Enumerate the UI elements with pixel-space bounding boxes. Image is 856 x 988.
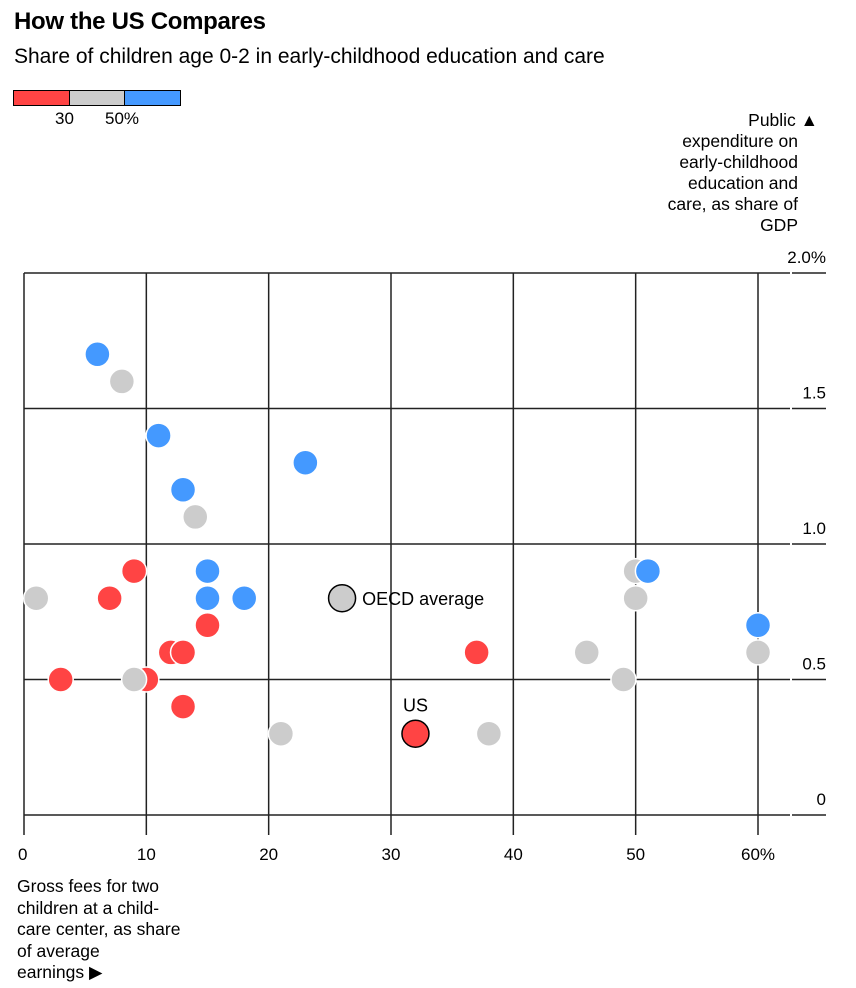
data-point [194, 584, 221, 612]
x-axis-label-line: of average [17, 940, 100, 961]
y-tick-label: 0 [817, 790, 826, 809]
legend-label-30: 30 [55, 109, 74, 128]
data-point [169, 639, 197, 666]
x-tick-label: 0 [18, 845, 27, 864]
data-point [120, 666, 148, 693]
data-point [194, 612, 221, 639]
data-point [463, 639, 490, 666]
x-axis-label: Gross fees for two children at a child- … [17, 876, 207, 984]
x-axis-label-line: earnings ▶ [17, 962, 103, 982]
x-axis-label-line: Gross fees for two [17, 876, 159, 896]
y-tick-label: 0.5 [802, 655, 826, 674]
y-axis-label-line: expenditure on [682, 131, 798, 151]
y-axis-label-line: education and [688, 173, 798, 193]
legend-label-50: 50% [105, 109, 140, 128]
data-point [573, 639, 600, 666]
data-point [194, 557, 221, 585]
highlight-label: US [403, 696, 428, 716]
data-point [634, 557, 662, 585]
data-point [744, 639, 772, 666]
tick-labels: 0 0.5 1.0 1.5 2.0% 0 10 20 30 40 50 60% [18, 248, 826, 864]
x-tick-label: 30 [382, 845, 401, 864]
data-point [120, 557, 148, 585]
data-point [108, 368, 136, 395]
data-point [169, 476, 197, 504]
x-tick-label: 60% [741, 845, 775, 864]
data-point [169, 693, 197, 720]
data-point [84, 341, 111, 368]
highlight-label: OECD average [362, 589, 484, 609]
highlight-point [401, 719, 430, 748]
data-point [145, 422, 172, 449]
data-points [22, 341, 772, 747]
legend-swatch-high [124, 91, 181, 105]
y-axis-label: Public ▲ expenditure on early-childhood … [638, 110, 818, 236]
data-point [96, 584, 123, 612]
x-tick-label: 40 [504, 845, 523, 864]
data-point [622, 584, 649, 612]
x-tick-label: 50 [626, 845, 645, 864]
highlighted-points: OECD average US [327, 583, 484, 748]
color-legend: 30 50% [13, 90, 181, 128]
x-axis-label-line: care center, as share [17, 919, 181, 939]
data-point [292, 449, 319, 476]
chart-subtitle: Share of children age 0-2 in early-child… [14, 45, 605, 68]
data-point [230, 584, 258, 612]
x-tick-label: 10 [137, 845, 156, 864]
legend-bar [13, 90, 181, 106]
data-point [475, 720, 503, 747]
data-point [182, 503, 209, 531]
data-point [47, 666, 74, 693]
gridlines [23, 272, 826, 835]
y-tick-label: 2.0% [787, 248, 826, 267]
x-tick-label: 20 [259, 845, 278, 864]
highlight-point [327, 583, 357, 613]
y-tick-label: 1.0 [802, 519, 826, 538]
data-point [22, 584, 50, 612]
y-tick-label: 1.5 [802, 384, 826, 403]
x-axis-label-line: children at a child- [17, 897, 160, 918]
y-axis-label-line: Public ▲ [748, 110, 818, 130]
data-point [744, 612, 772, 639]
y-axis-label-line: care, as share of [667, 194, 798, 214]
data-point [610, 666, 637, 693]
chart-title: How the US Compares [14, 8, 266, 35]
y-axis-label-line: early-childhood [679, 152, 798, 172]
data-point [267, 720, 295, 747]
y-axis-label-line: GDP [760, 215, 798, 235]
legend-swatch-low [14, 91, 69, 105]
legend-swatch-mid [68, 91, 125, 105]
